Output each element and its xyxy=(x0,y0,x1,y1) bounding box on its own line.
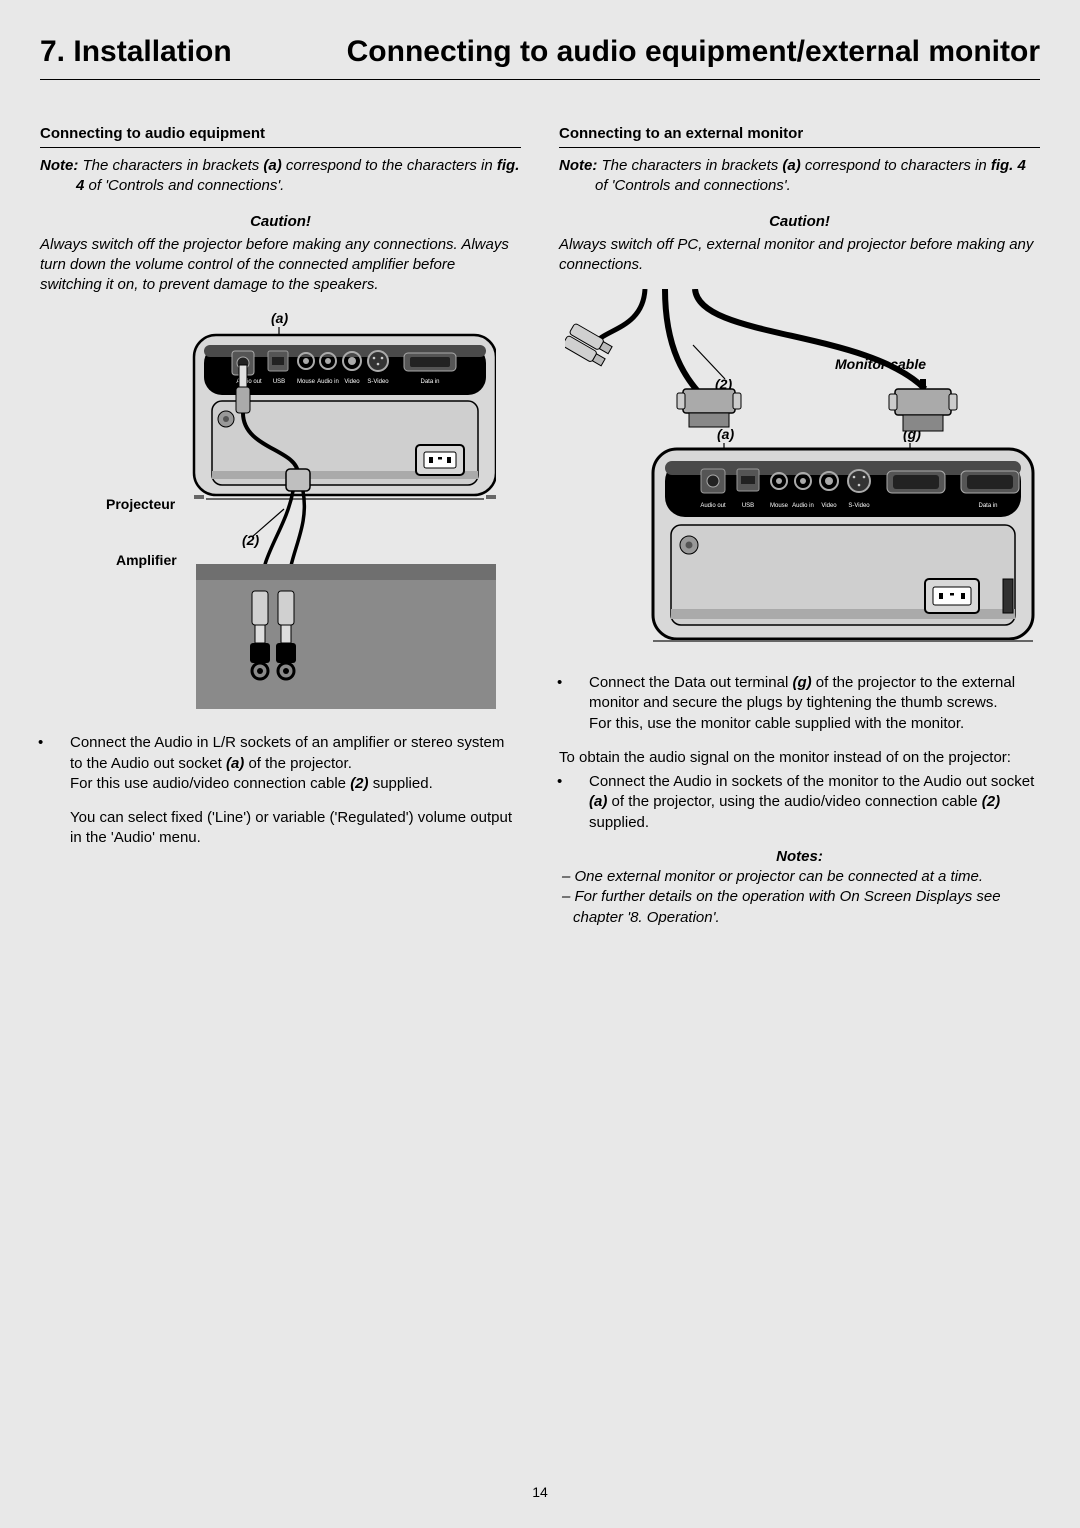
projector-illustration: Audio out USB Mouse Audio in Video S-Vid… xyxy=(653,449,1033,639)
right-caution-label: Caution! xyxy=(559,212,1040,232)
left-caution-body: Always switch off the projector before m… xyxy=(40,235,521,296)
two-column-layout: Connecting to audio equipment Note: The … xyxy=(40,124,1040,928)
left-section-title: Connecting to audio equipment xyxy=(40,124,521,148)
svg-text:Audio out: Audio out xyxy=(700,503,726,509)
svg-text:Mouse: Mouse xyxy=(296,379,315,385)
notes-list: – One external monitor or projector can … xyxy=(559,867,1040,928)
svg-text:Data in: Data in xyxy=(978,503,997,509)
notes-item-2: – For further details on the operation w… xyxy=(559,887,1040,928)
diagram-label-2: (2) xyxy=(242,532,259,548)
left-note: Note: The characters in brackets (a) cor… xyxy=(40,156,521,197)
svg-text:Audio in: Audio in xyxy=(792,503,814,509)
svg-text:Video: Video xyxy=(344,379,360,385)
right-column: Connecting to an external monitor Note: … xyxy=(559,124,1040,928)
svg-text:Mouse: Mouse xyxy=(769,503,788,509)
right-bullet-1: •Connect the Data out terminal (g) of th… xyxy=(559,673,1040,734)
cable-monitor-left xyxy=(665,289,705,399)
svg-text:Video: Video xyxy=(821,503,837,509)
header-title: Connecting to audio equipment/external m… xyxy=(347,32,1040,73)
cable-audio xyxy=(595,289,645,344)
right-section-title: Connecting to an external monitor xyxy=(559,124,1040,148)
diagram-label-a: (a) xyxy=(717,426,734,442)
monitor-connection-diagram: Monitor cable (2) (a) (g) xyxy=(565,289,1035,649)
svg-text:S-Video: S-Video xyxy=(848,503,870,509)
right-note: Note: The characters in brackets (a) cor… xyxy=(559,156,1040,197)
note-label: Note: xyxy=(40,157,78,174)
left-caution-label: Caution! xyxy=(40,212,521,232)
svg-text:Data in: Data in xyxy=(420,379,439,385)
right-para-1: To obtain the audio signal on the monito… xyxy=(559,748,1040,768)
diagram-label-amplifier: Amplifier xyxy=(116,552,177,568)
page-number: 14 xyxy=(0,1483,1080,1502)
svg-text:Audio in: Audio in xyxy=(317,379,339,385)
amplifier-illustration xyxy=(196,564,496,709)
vga-plug-left xyxy=(677,389,741,427)
left-bullet-1: •Connect the Audio in L/R sockets of an … xyxy=(40,733,521,794)
note-text: The characters in brackets (a) correspon… xyxy=(595,157,1026,194)
right-caution-body: Always switch off PC, external monitor a… xyxy=(559,235,1040,276)
left-column: Connecting to audio equipment Note: The … xyxy=(40,124,521,928)
notes-item-1: – One external monitor or projector can … xyxy=(559,867,1040,887)
svg-text:S-Video: S-Video xyxy=(367,379,389,385)
svg-text:USB: USB xyxy=(272,379,284,385)
note-text: The characters in brackets (a) correspon… xyxy=(76,157,519,194)
header-section: 7. Installation xyxy=(40,32,232,73)
right-bullet-2: •Connect the Audio in sockets of the mon… xyxy=(559,772,1040,833)
vga-plug-right xyxy=(889,379,957,431)
diagram-label-a: (a) xyxy=(271,310,288,326)
audio-connection-diagram: (a) xyxy=(66,309,496,709)
note-label: Note: xyxy=(559,157,597,174)
diagram-label-projecteur: Projecteur xyxy=(106,496,176,512)
page-header: 7. Installation Connecting to audio equi… xyxy=(40,32,1040,80)
notes-heading: Notes: xyxy=(559,847,1040,867)
diagram-label-monitor-cable: Monitor cable xyxy=(835,356,926,372)
cable-monitor-right xyxy=(695,289,925,389)
rca-stub xyxy=(565,323,613,368)
svg-text:USB: USB xyxy=(741,503,753,509)
left-bullet-2: You can select fixed ('Line') or variabl… xyxy=(40,808,521,849)
